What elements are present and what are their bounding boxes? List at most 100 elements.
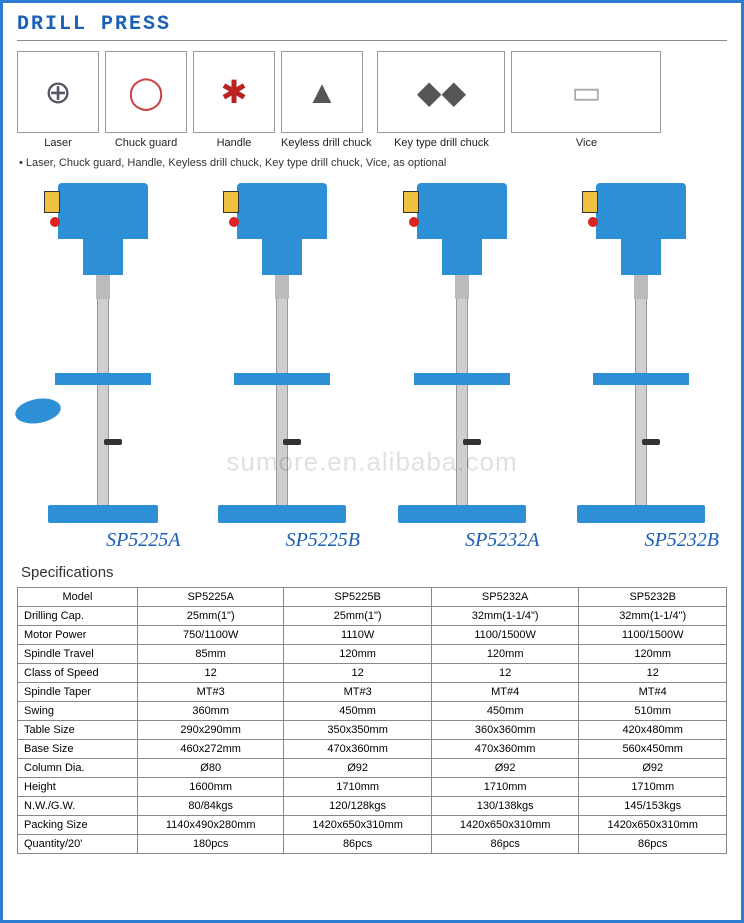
spec-cell: Table Size [18,721,138,740]
spec-col-header: SP5232A [431,588,579,607]
crank-icon [642,439,660,445]
spec-cell: 86pcs [431,835,579,854]
accessory-item: ⊕ Laser [17,51,99,149]
spec-cell: 1420x650x310mm [579,816,727,835]
accessory-icon: ◯ [128,73,164,111]
table-row: Spindle TaperMT#3MT#3MT#4MT#4 [18,683,727,702]
spec-cell: 12 [579,664,727,683]
spec-cell: 470x360mm [431,740,579,759]
spec-cell: 1420x650x310mm [431,816,579,835]
spec-cell: 350x350mm [284,721,432,740]
drill-spindle [455,275,469,299]
spec-cell: Quantity/20' [18,835,138,854]
model-label: SP5232B [556,529,728,552]
spec-cell: Swing [18,702,138,721]
table-row: Spindle Travel85mm120mm120mm120mm [18,645,727,664]
spec-cell: 290x290mm [138,721,284,740]
spec-cell: Spindle Travel [18,645,138,664]
accessory-icon: ▭ [571,73,601,111]
accessory-image: ⊕ [17,51,99,133]
accessory-label: Keyless drill chuck [281,137,371,149]
table-row: Swing360mm450mm450mm510mm [18,702,727,721]
crank-icon [104,439,122,445]
accessory-label: Laser [17,137,99,149]
spec-cell: 120/128kgs [284,797,432,816]
product-item: SP5232B [556,183,728,552]
spec-cell: 1140x490x280mm [138,816,284,835]
drill-table [414,373,510,385]
table-row: Height1600mm1710mm1710mm1710mm [18,778,727,797]
model-label: SP5225B [197,529,369,552]
drill-head [58,183,148,239]
round-table-icon [13,395,62,427]
accessory-icon: ▲ [306,74,338,111]
drill-illustration [212,183,352,523]
specs-table: ModelSP5225ASP5225BSP5232ASP5232B Drilli… [17,587,727,854]
drill-illustration [571,183,711,523]
spec-cell: 450mm [284,702,432,721]
spec-cell: 1100/1500W [431,626,579,645]
spec-cell: MT#4 [431,683,579,702]
drill-spindle [634,275,648,299]
spec-cell: 85mm [138,645,284,664]
spec-cell: Class of Speed [18,664,138,683]
spec-cell: Motor Power [18,626,138,645]
spec-cell: MT#4 [579,683,727,702]
table-row: Quantity/20'180pcs86pcs86pcs86pcs [18,835,727,854]
table-row: Base Size460x272mm470x360mm470x360mm560x… [18,740,727,759]
accessory-image: ✱ [193,51,275,133]
spec-cell: 32mm(1-1/4") [579,607,727,626]
drill-body [621,239,661,275]
page-title: DRILL PRESS [17,13,727,41]
spec-cell: 510mm [579,702,727,721]
spec-cell: 120mm [284,645,432,664]
spec-col-header: SP5225B [284,588,432,607]
spec-cell: Height [18,778,138,797]
crank-icon [463,439,481,445]
spec-cell: Ø92 [431,759,579,778]
drill-table [234,373,330,385]
spec-header-row: ModelSP5225ASP5225BSP5232ASP5232B [18,588,727,607]
drill-illustration [33,183,173,523]
drill-head [237,183,327,239]
accessory-image: ◯ [105,51,187,133]
accessory-label: Vice [511,137,661,149]
drill-head [417,183,507,239]
spec-cell: 86pcs [579,835,727,854]
table-row: Table Size290x290mm350x350mm360x360mm420… [18,721,727,740]
table-row: N.W./G.W.80/84kgs120/128kgs130/138kgs145… [18,797,727,816]
drill-column [97,299,109,505]
drill-body [262,239,302,275]
spec-cell: 12 [138,664,284,683]
model-label: SP5232A [376,529,548,552]
spec-cell: Base Size [18,740,138,759]
drill-table [593,373,689,385]
spec-cell: 80/84kgs [138,797,284,816]
drill-body [442,239,482,275]
spec-col-header: SP5225A [138,588,284,607]
accessory-icon: ⊕ [45,73,72,111]
product-item: SP5225B [197,183,369,552]
spec-cell: 120mm [431,645,579,664]
accessory-image: ◆◆ [377,51,505,133]
spec-cell: Column Dia. [18,759,138,778]
accessory-label: Handle [193,137,275,149]
drill-base [48,505,158,523]
drill-base [577,505,705,523]
spec-cell: 1710mm [579,778,727,797]
products-row: SP5225A SP5225B SP5232A SP5232B [17,183,727,552]
spec-cell: 130/138kgs [431,797,579,816]
drill-spindle [275,275,289,299]
spec-cell: 450mm [431,702,579,721]
drill-column [635,299,647,505]
specs-heading: Specifications [21,564,727,581]
accessory-item: ◯Chuck guard [105,51,187,149]
table-row: Packing Size1140x490x280mm1420x650x310mm… [18,816,727,835]
spec-cell: 360mm [138,702,284,721]
spec-cell: 460x272mm [138,740,284,759]
model-label: SP5225A [17,529,189,552]
accessory-image: ▭ [511,51,661,133]
drill-spindle [96,275,110,299]
drill-illustration [392,183,532,523]
drill-column [456,299,468,505]
